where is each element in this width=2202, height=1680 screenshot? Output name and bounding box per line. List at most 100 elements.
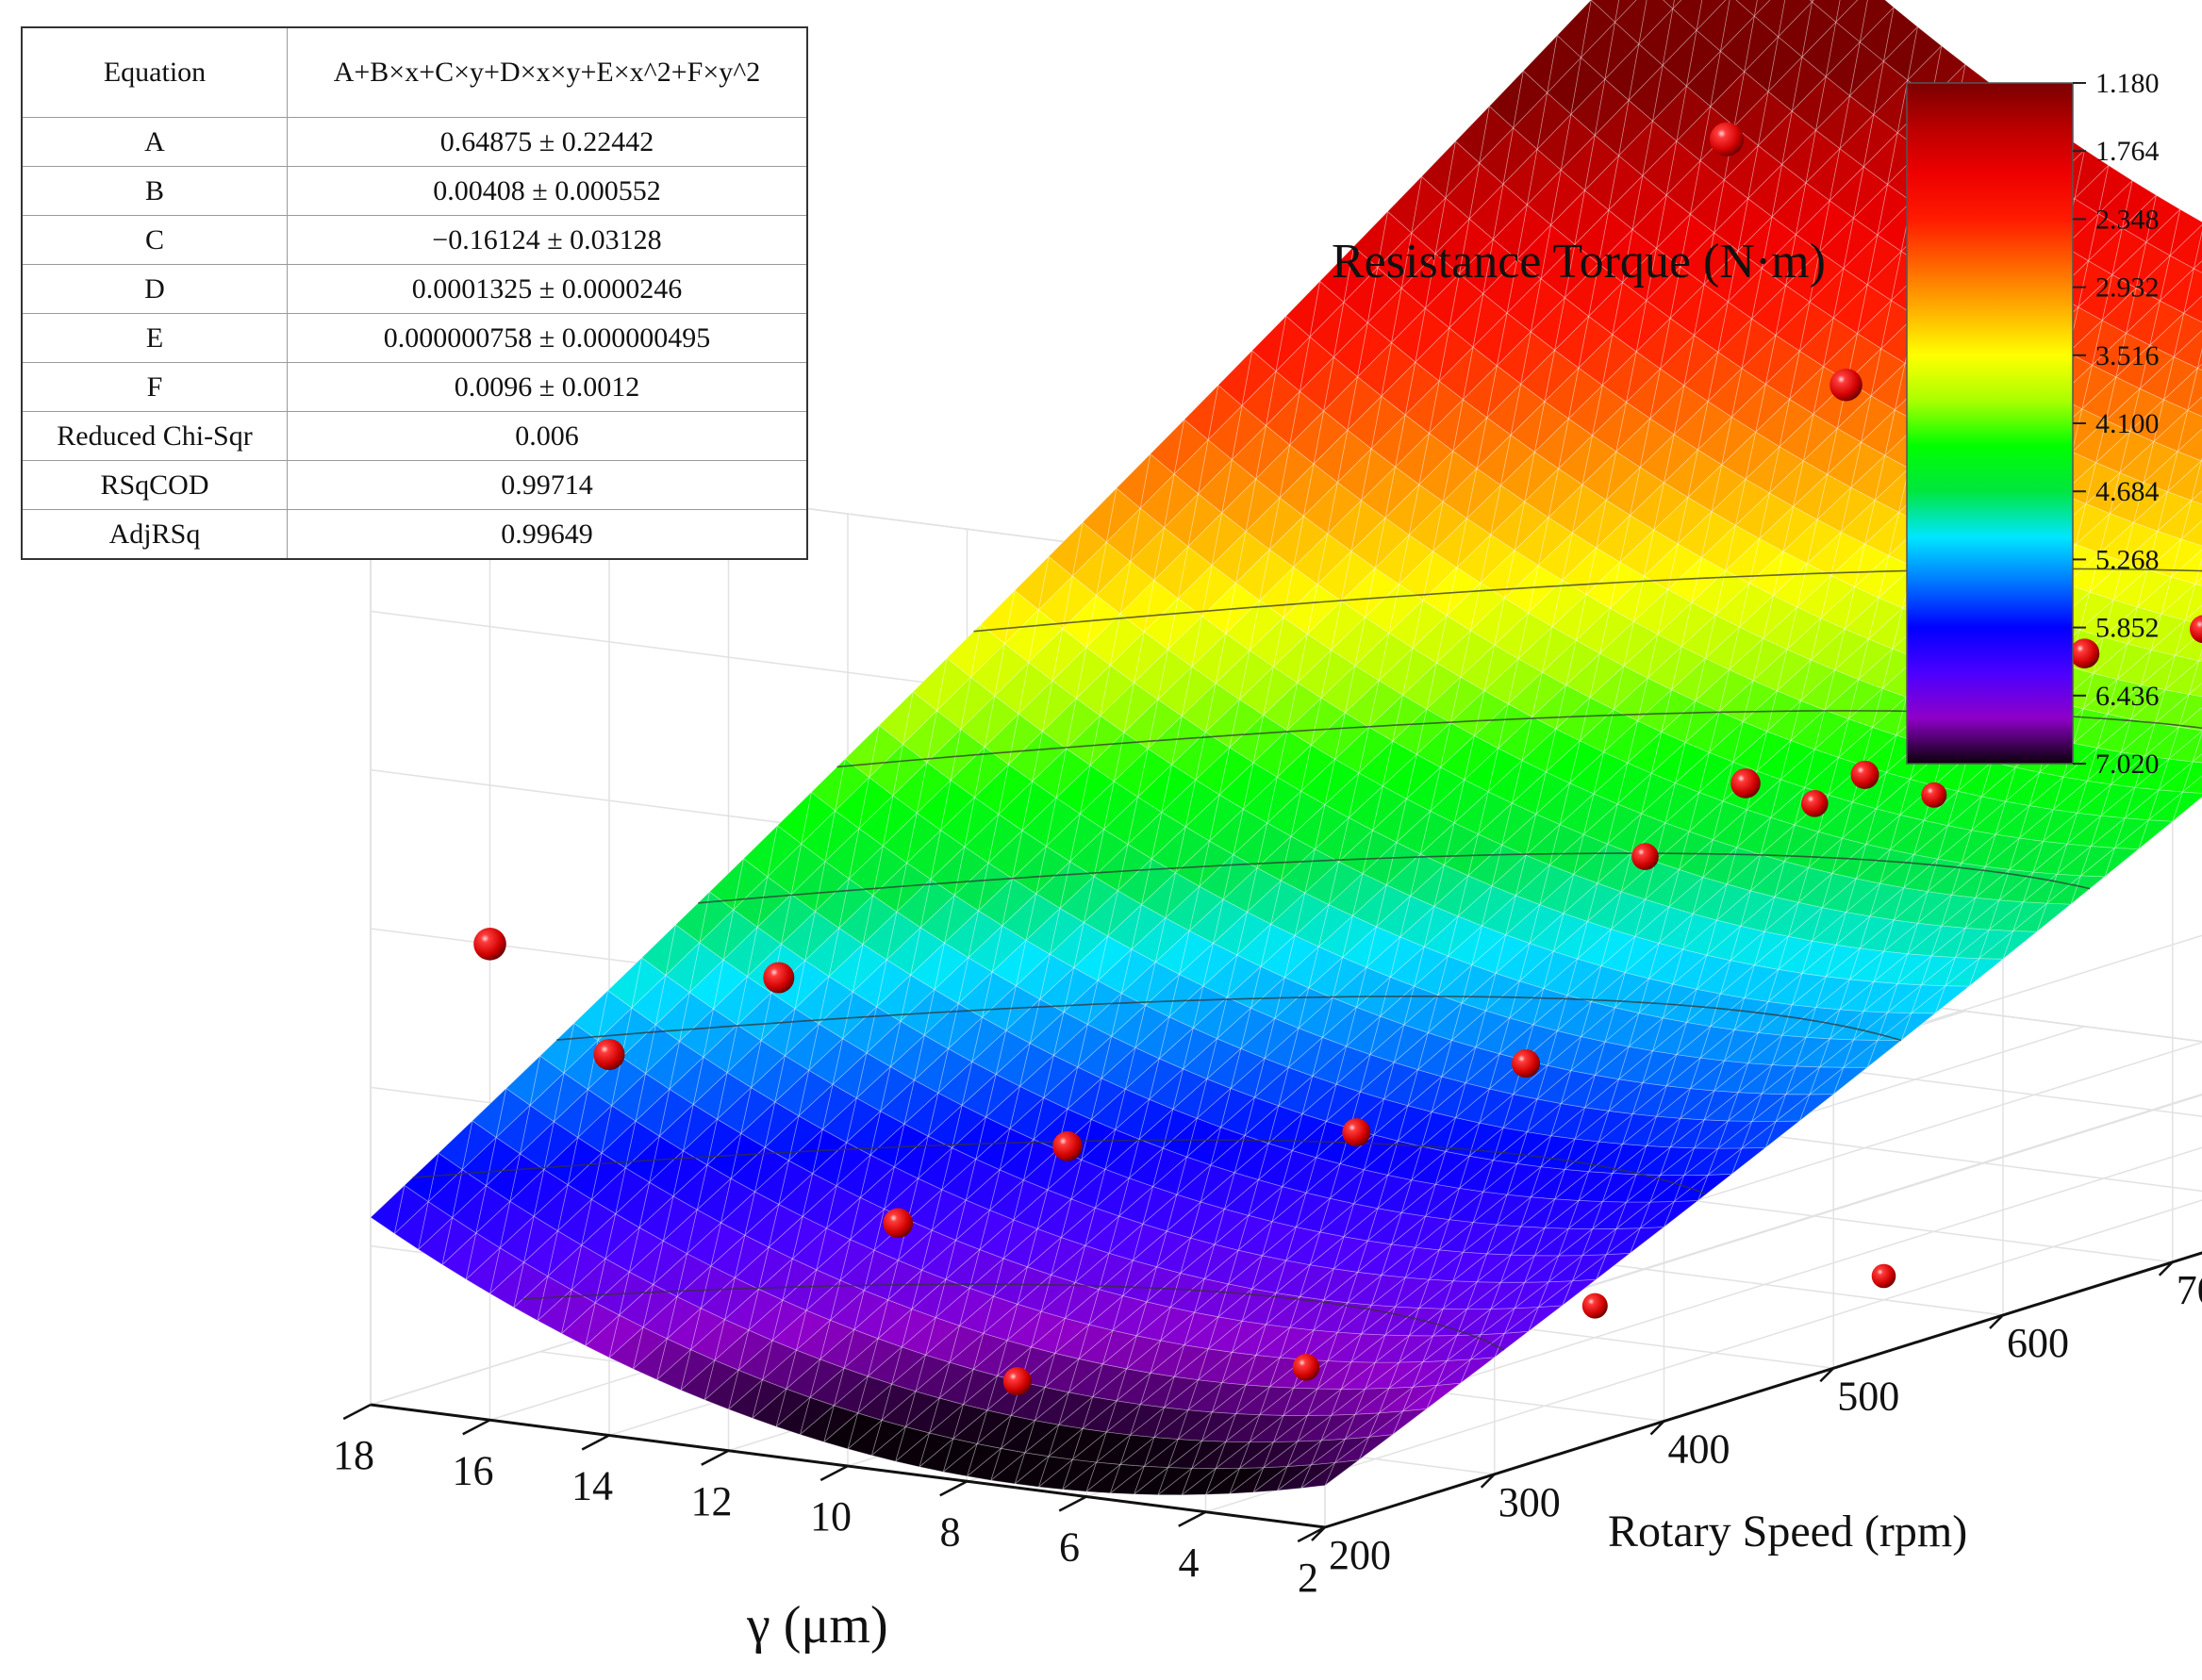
y-tick-label: 18 — [333, 1432, 374, 1478]
surface-facet — [1469, 1331, 1506, 1360]
surface-facet — [1129, 1406, 1166, 1438]
surface-facet — [1237, 1220, 1273, 1257]
surface-facet — [972, 1339, 1008, 1376]
surface-facet — [972, 1332, 1008, 1371]
table-row: E 0.000000758 ± 0.000000495 — [21, 313, 808, 363]
table-cell-name: RSqCOD — [21, 460, 288, 510]
surface-facet — [597, 989, 633, 1042]
surface-facet — [1060, 1206, 1097, 1246]
surface-facet — [838, 894, 874, 946]
surface-facet — [584, 1313, 621, 1359]
surface-facet — [1312, 1301, 1349, 1333]
surface-facet — [1567, 1200, 1604, 1229]
surface-facet — [1352, 1174, 1389, 1210]
surface-facet — [853, 1298, 889, 1340]
surface-facet — [1204, 1467, 1241, 1495]
surface-facet — [585, 1302, 621, 1347]
surface-facet — [1125, 1339, 1162, 1374]
surface-facet — [1459, 1357, 1497, 1385]
table-cell-value: 0.99649 — [287, 509, 808, 560]
surface-facet — [1401, 1384, 1438, 1412]
table-cell-value: −0.16124 ± 0.03128 — [287, 215, 808, 265]
surface-facet — [590, 1152, 626, 1201]
surface-facet — [1472, 1193, 1508, 1226]
surface-facet — [1053, 1323, 1090, 1359]
surface-facet — [1346, 1274, 1382, 1306]
surface-facet — [1200, 1412, 1237, 1442]
colorbar-tick-label: 4.100 — [2095, 408, 2160, 439]
surface-facet — [1489, 1280, 1526, 1309]
table-row: C −0.16124 ± 0.03128 — [21, 215, 808, 265]
surface-facet — [509, 1168, 545, 1217]
surface-facet — [1162, 1117, 1198, 1158]
surface-facet — [1324, 1459, 1361, 1487]
z-axis-label: Resistance Torque (N·m) — [1332, 235, 1826, 288]
surface-facet — [822, 1411, 859, 1450]
surface-facet — [704, 1359, 739, 1402]
colorbar-tick-label: 3.516 — [2095, 340, 2160, 371]
surface-facet — [581, 1198, 617, 1246]
surface-facet — [722, 926, 758, 978]
surface-facet — [890, 1353, 927, 1392]
surface-facet — [748, 1298, 784, 1342]
surface-facet — [417, 1200, 454, 1251]
surface-facet — [370, 1184, 406, 1235]
surface-facet — [573, 989, 609, 1042]
table-cell-value: 0.0001325 ± 0.0000246 — [287, 264, 808, 314]
colorbar-tick-label: 1.764 — [2095, 136, 2160, 167]
surface-facet — [988, 1178, 1025, 1221]
y-tick-label: 8 — [940, 1508, 961, 1555]
surface-facet — [942, 1438, 978, 1474]
surface-facet — [1370, 1276, 1407, 1308]
y-tick-label: 10 — [810, 1493, 852, 1540]
surface-facet — [1265, 1295, 1301, 1328]
surface-facet — [1013, 1188, 1049, 1229]
y-tick-label: 16 — [453, 1447, 494, 1493]
surface-facet — [985, 1085, 1021, 1129]
y-tick — [701, 1449, 730, 1466]
surface-facet — [465, 1246, 501, 1294]
surface-facet — [1262, 1440, 1299, 1469]
surface-facet — [971, 1029, 1007, 1075]
surface-facet — [692, 1071, 728, 1120]
surface-facet — [1261, 1226, 1298, 1261]
x-tick-label: 400 — [1668, 1426, 1730, 1473]
x-tick-label: 600 — [2007, 1320, 2069, 1366]
surface-facet — [952, 1408, 988, 1444]
surface-facet — [1614, 1200, 1651, 1229]
surface-facet — [441, 1231, 477, 1280]
surface-facet — [716, 1086, 753, 1134]
surface-facet — [821, 1096, 857, 1144]
surface-facet — [1151, 1155, 1188, 1195]
surface-facet — [768, 1215, 803, 1260]
surface-facet — [674, 890, 711, 944]
surface-facet — [1014, 1455, 1050, 1488]
surface-facet — [1417, 1279, 1454, 1309]
table-cell-value: 0.99714 — [287, 460, 808, 510]
surface-facet — [513, 1261, 549, 1309]
surface-facet — [628, 1239, 664, 1285]
surface-facet — [606, 956, 643, 1009]
surface-facet — [966, 1447, 1002, 1481]
surface-facet — [1523, 1254, 1560, 1283]
y-tick-label: 14 — [571, 1463, 613, 1509]
surface-facet — [621, 1023, 656, 1075]
surface-facet — [907, 1188, 943, 1231]
surface-facet — [1186, 1381, 1223, 1413]
surface-facet — [748, 1288, 784, 1331]
table-cell-value: 0.0096 ± 0.0012 — [287, 362, 808, 412]
surface-facet — [1503, 1306, 1540, 1334]
surface-facet — [1360, 1305, 1397, 1336]
surface-facet — [1200, 1164, 1235, 1204]
data-point — [1581, 1293, 1608, 1319]
surface-facet — [808, 1023, 844, 1072]
colorbar-tick-label: 7.020 — [2095, 749, 2160, 780]
colorbar-tick-label: 4.684 — [2095, 476, 2160, 507]
surface-facet — [1553, 1168, 1590, 1200]
surface-facet — [509, 1153, 545, 1203]
data-point — [1829, 368, 1863, 402]
data-point — [1002, 1367, 1032, 1396]
surface-facet — [577, 1088, 613, 1139]
surface-facet — [1010, 1386, 1046, 1422]
surface-facet — [855, 1065, 891, 1112]
